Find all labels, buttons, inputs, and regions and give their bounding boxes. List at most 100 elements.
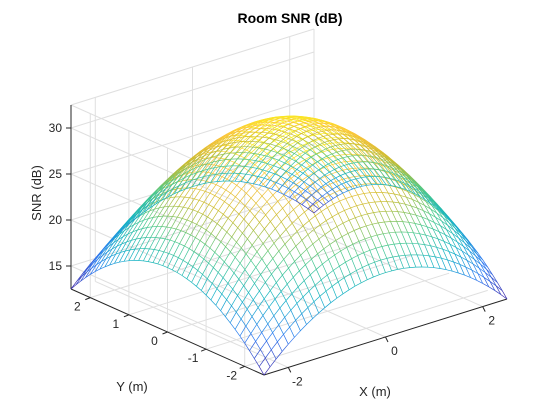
mesh-segment — [277, 201, 283, 209]
mesh-segment — [313, 137, 319, 141]
mesh-segment — [297, 286, 304, 298]
mesh-segment — [328, 259, 334, 271]
mesh-segment — [192, 164, 200, 173]
mesh-segment — [311, 127, 317, 130]
mesh-segment — [208, 252, 216, 264]
mesh-segment — [321, 131, 329, 136]
mesh-segment — [96, 255, 103, 265]
mesh-segment — [253, 124, 260, 129]
mesh-segment — [355, 134, 361, 138]
mesh-segment — [345, 258, 352, 263]
mesh-segment — [350, 170, 355, 173]
mesh-segment — [171, 180, 178, 186]
mesh-segment — [289, 125, 295, 130]
mesh-segment — [329, 139, 335, 142]
mesh-segment — [341, 179, 348, 188]
mesh-segment — [412, 183, 418, 188]
mesh-segment — [267, 132, 274, 135]
mesh-segment — [376, 234, 383, 247]
mesh-segment — [266, 332, 273, 342]
mesh-segment — [288, 196, 295, 203]
mesh-segment — [246, 141, 253, 147]
mesh-segment — [238, 136, 245, 138]
mesh-segment — [257, 307, 264, 316]
mesh-segment — [216, 277, 224, 289]
mesh-segment — [248, 216, 255, 225]
mesh-segment — [200, 278, 208, 291]
mesh-segment — [187, 164, 194, 169]
mesh-segment — [306, 143, 313, 149]
mesh-segment — [422, 255, 429, 268]
mesh-segment — [342, 157, 350, 165]
mesh-segment — [329, 169, 335, 173]
mesh-segment — [286, 172, 292, 179]
mesh-segment — [300, 128, 307, 132]
mesh-segment — [277, 195, 285, 202]
mesh-segment — [283, 326, 290, 335]
mesh-segment — [191, 282, 197, 287]
mesh-segment — [261, 323, 269, 333]
mesh-segment — [90, 264, 97, 275]
mesh-segment — [135, 207, 142, 214]
mesh-segment — [254, 208, 262, 217]
mesh-segment — [259, 147, 266, 150]
mesh-segment — [297, 120, 304, 123]
mesh-segment — [314, 279, 322, 286]
mesh-segment — [392, 255, 399, 258]
mesh-segment — [180, 165, 187, 171]
mesh-segment — [145, 226, 153, 238]
mesh-segment — [289, 326, 295, 338]
mesh-segment — [318, 176, 326, 180]
mesh-segment — [401, 188, 408, 192]
mesh-segment — [283, 193, 290, 198]
mesh-segment — [271, 182, 277, 190]
mesh-segment — [220, 231, 228, 243]
mesh-segment — [273, 315, 280, 325]
mesh-segment — [385, 211, 391, 222]
mesh-segment — [257, 136, 263, 143]
mesh-segment — [219, 198, 225, 202]
mesh-segment — [249, 267, 257, 277]
mesh-segment — [335, 126, 341, 129]
mesh-segment — [480, 263, 486, 273]
mesh-segment — [259, 184, 266, 188]
mesh-segment — [304, 156, 311, 161]
mesh-segment — [281, 215, 288, 223]
mesh-segment — [353, 227, 361, 231]
mesh-segment — [319, 123, 326, 127]
mesh-segment — [299, 150, 306, 155]
mesh-segment — [455, 247, 463, 252]
mesh-segment — [273, 235, 281, 244]
mesh-segment — [347, 134, 353, 137]
mesh-segment — [246, 299, 254, 310]
mesh-segment — [280, 283, 288, 292]
mesh-segment — [357, 185, 363, 188]
mesh-segment — [317, 199, 324, 206]
mesh-segment — [330, 142, 337, 144]
mesh-segment — [256, 251, 263, 259]
mesh-segment — [165, 197, 171, 200]
mesh-segment — [277, 152, 284, 156]
mesh-segment — [367, 161, 375, 170]
mesh-segment — [386, 201, 393, 212]
mesh-segment — [131, 229, 138, 241]
mesh-segment — [326, 155, 334, 162]
mesh-segment — [243, 210, 251, 220]
chart-title: Room SNR (dB) — [238, 10, 343, 26]
mesh-segment — [442, 217, 450, 223]
mesh-segment — [393, 193, 400, 204]
mesh-segment — [360, 176, 366, 179]
mesh-segment — [160, 237, 166, 240]
mesh-segment — [409, 213, 417, 216]
mesh-segment — [331, 286, 338, 299]
mesh-segment — [302, 225, 309, 235]
mesh-segment — [295, 156, 301, 162]
mesh-segment — [314, 123, 321, 128]
mesh-segment — [326, 216, 333, 221]
mesh-segment — [209, 144, 215, 151]
mesh-segment — [231, 152, 237, 160]
mesh-segment — [264, 166, 271, 174]
mesh-segment — [182, 167, 188, 175]
mesh-segment — [275, 221, 282, 229]
mesh-segment — [248, 146, 254, 154]
